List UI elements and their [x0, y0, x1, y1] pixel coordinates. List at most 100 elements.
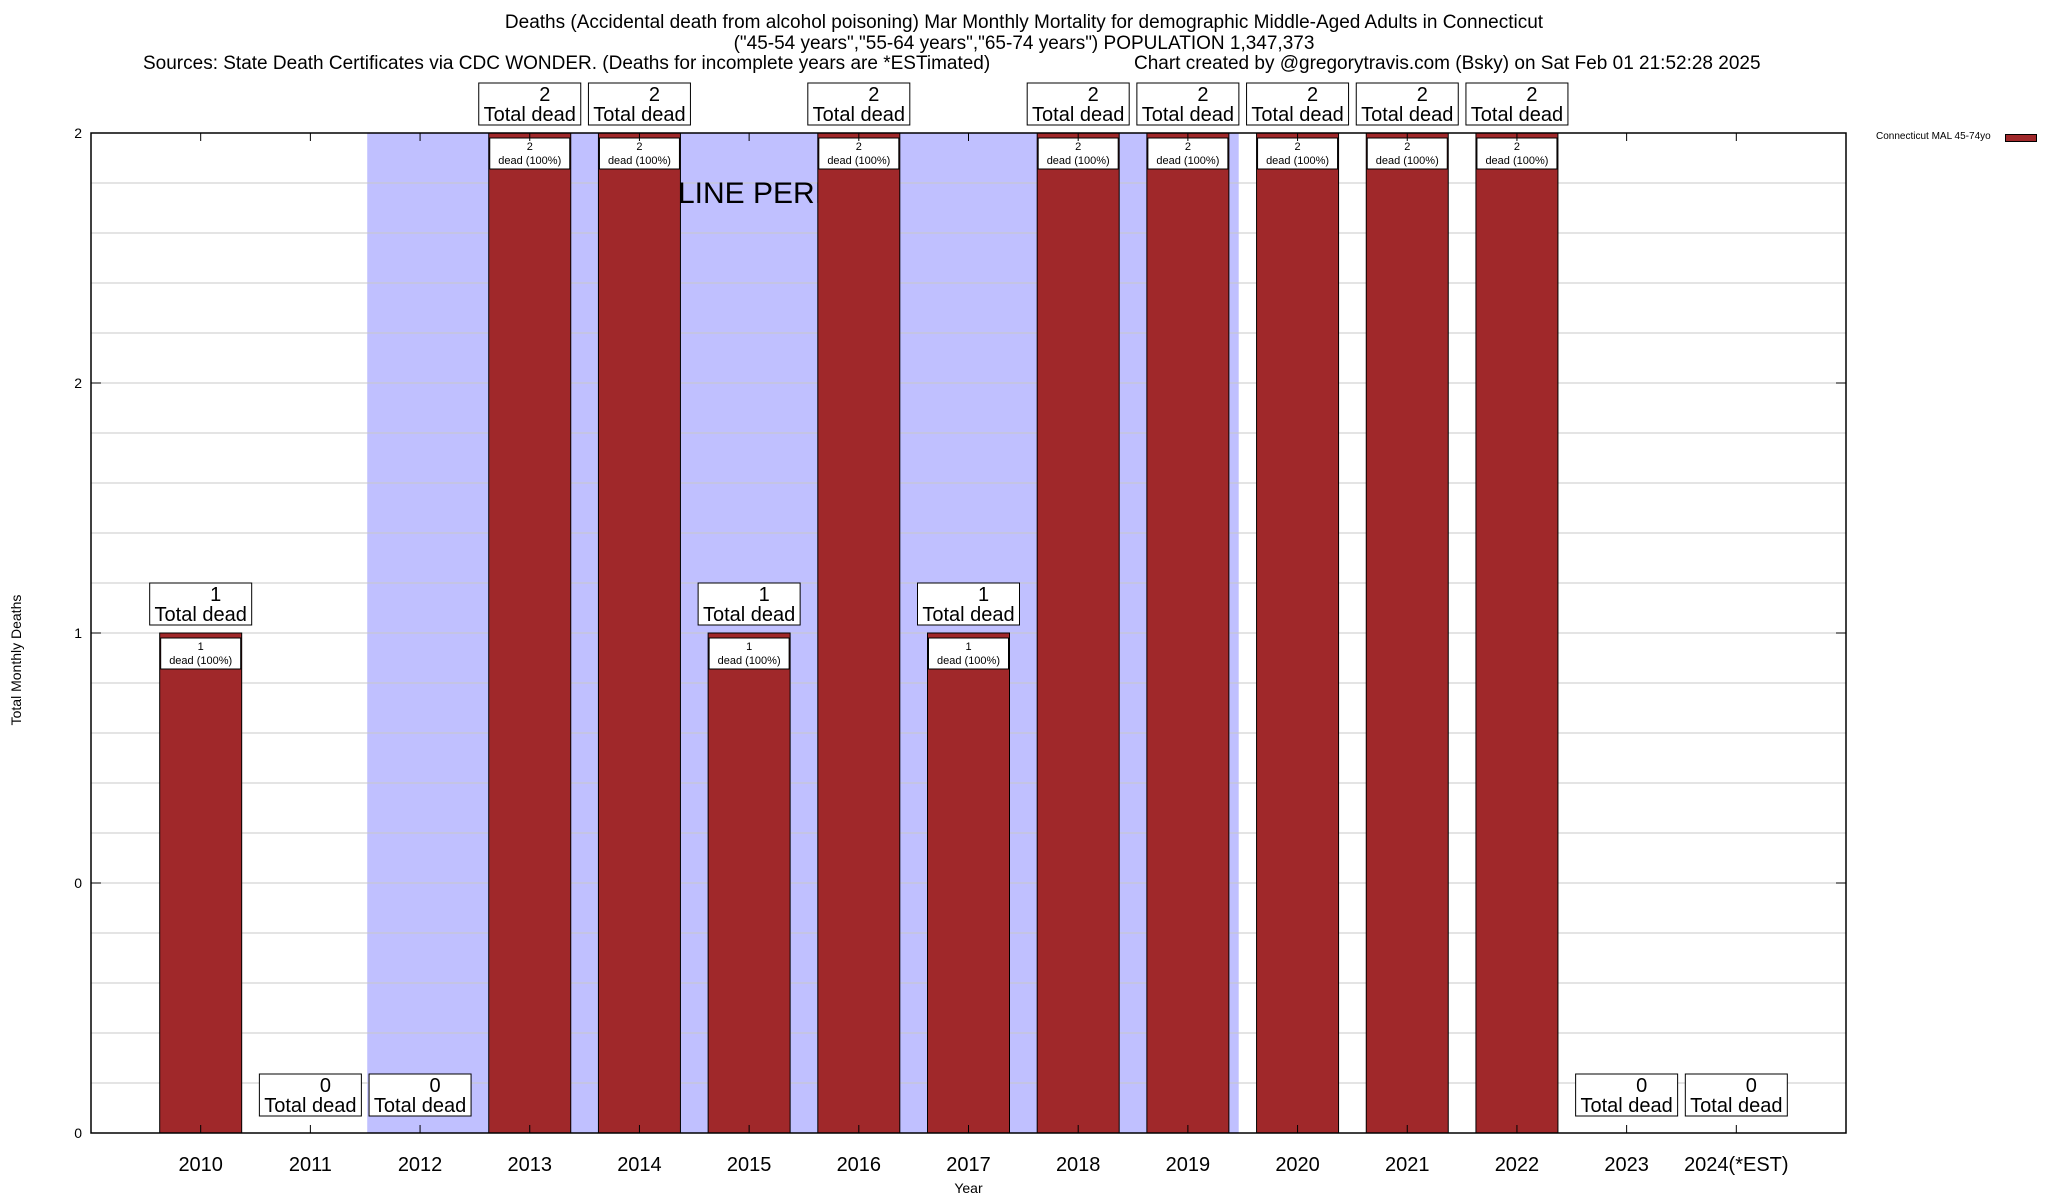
total-label-value: 0 [1636, 1075, 1647, 1097]
bar [1475, 132, 1559, 1134]
x-tick-label: 2017 [946, 1154, 991, 1176]
x-tick-label: 2014 [617, 1154, 662, 1176]
chart-credit: Chart created by @gregorytravis.com (Bsk… [1134, 53, 1761, 74]
total-label-text: Total dead [1251, 104, 1343, 126]
legend-label: Connecticut MAL 45-74yo [1876, 131, 1991, 142]
x-tick-label: 2010 [178, 1154, 223, 1176]
total-label-box [1465, 82, 1569, 126]
total-label-text: Total dead [1580, 1095, 1672, 1117]
bar-inner-label-text: dead (100%) [1047, 155, 1110, 167]
total-label-text: Total dead [1471, 104, 1563, 126]
total-label-box [149, 582, 253, 626]
y-tick-label: 2 [74, 125, 82, 141]
total-label-box [917, 582, 1020, 626]
x-tick-label: 2022 [1495, 1154, 1540, 1176]
bar [488, 132, 572, 1134]
bar-inner-label-box [160, 637, 242, 670]
total-label-value: 2 [1088, 84, 1099, 106]
bar-inner-label-value: 2 [1514, 141, 1520, 153]
total-label-text: Total dead [155, 604, 247, 626]
bar-inner-label-box [928, 637, 1009, 670]
chart-sources: Sources: State Death Certificates via CD… [143, 53, 991, 74]
total-label-box [1026, 82, 1130, 126]
bar-inner-label-value: 1 [746, 641, 752, 653]
bar-inner-label-value: 2 [1295, 141, 1301, 153]
y-tick-label: 2 [74, 375, 82, 391]
total-label-box [478, 82, 582, 126]
total-label-value: 2 [1417, 84, 1428, 106]
total-label-value: 2 [1307, 84, 1318, 106]
bar-inner-label-text: dead (100%) [827, 155, 890, 167]
bar-inner-label-box [1257, 137, 1339, 170]
total-label-text: Total dead [264, 1095, 356, 1117]
bar [707, 632, 791, 1134]
x-tick-label: 2016 [837, 1154, 882, 1176]
y-tick-label: 0 [74, 875, 82, 891]
bar-inner-label-value: 2 [856, 141, 862, 153]
bar-inner-label-text: dead (100%) [169, 655, 232, 667]
total-label-box [1136, 82, 1240, 126]
bar-inner-label-box [818, 137, 900, 170]
bar-inner-label-text: dead (100%) [498, 155, 561, 167]
bar [1036, 132, 1120, 1134]
x-tick-label: 2023 [1604, 1154, 1649, 1176]
bar [1256, 132, 1340, 1134]
bar-inner-label-value: 1 [198, 641, 204, 653]
total-label-value: 1 [978, 584, 989, 606]
total-label-text: Total dead [703, 604, 795, 626]
total-label-text: Total dead [1032, 104, 1124, 126]
total-label-value: 0 [320, 1075, 331, 1097]
bar-inner-label-value: 2 [636, 141, 642, 153]
x-tick-label: 2013 [508, 1154, 553, 1176]
bar-inner-label-box [1366, 137, 1448, 170]
bar [159, 632, 243, 1134]
total-label-value: 2 [868, 84, 879, 106]
x-tick-label: 2015 [727, 1154, 772, 1176]
bar [817, 132, 901, 1134]
bar-inner-label-text: dead (100%) [608, 155, 671, 167]
x-tick-label: 2020 [1275, 1154, 1320, 1176]
total-label-text: Total dead [374, 1095, 466, 1117]
x-tick-label: 2018 [1056, 1154, 1101, 1176]
total-label-text: Total dead [1142, 104, 1234, 126]
bar-inner-label-value: 1 [965, 641, 971, 653]
total-label-text: Total dead [484, 104, 576, 126]
total-label-value: 2 [1197, 84, 1208, 106]
total-label-box [1246, 82, 1350, 126]
total-label-value: 1 [210, 584, 221, 606]
bar-inner-label-box [1147, 137, 1229, 170]
bar [597, 132, 681, 1134]
bar-inner-label-value: 2 [527, 141, 533, 153]
bar-inner-label-box [708, 637, 790, 670]
x-tick-label: 2012 [398, 1154, 443, 1176]
plot-frame [90, 132, 1847, 1134]
bar-inner-label-box [489, 137, 571, 170]
total-label-value: 2 [649, 84, 660, 106]
total-label-box [1684, 1073, 1788, 1117]
y-tick-label: 0 [74, 1125, 82, 1141]
bar-inner-label-value: 2 [1404, 141, 1410, 153]
total-label-value: 1 [759, 584, 770, 606]
bar-inner-label-box [598, 137, 680, 170]
y-tick-label: 1 [74, 625, 82, 641]
total-label-value: 0 [1746, 1075, 1757, 1097]
bar-inner-label-value: 2 [1075, 141, 1081, 153]
bar-inner-label-text: dead (100%) [1376, 155, 1439, 167]
total-label-box [697, 582, 801, 626]
total-label-text: Total dead [1361, 104, 1453, 126]
total-label-value: 2 [1526, 84, 1537, 106]
x-tick-label: 2019 [1166, 1154, 1211, 1176]
bar [927, 632, 1010, 1134]
bar-inner-label-text: dead (100%) [1266, 155, 1329, 167]
total-label-value: 2 [539, 84, 550, 106]
bar-inner-label-text: dead (100%) [937, 655, 1000, 667]
bar-inner-label-text: dead (100%) [1485, 155, 1548, 167]
legend-swatch [2005, 134, 2037, 142]
x-tick-label: 2024(*EST) [1684, 1154, 1789, 1176]
chart-title: Deaths (Accidental death from alcohol po… [504, 12, 1544, 33]
total-label-value: 0 [430, 1075, 441, 1097]
total-label-text: Total dead [1690, 1095, 1782, 1117]
bar-inner-label-text: dead (100%) [1156, 155, 1219, 167]
bar-inner-label-value: 2 [1185, 141, 1191, 153]
